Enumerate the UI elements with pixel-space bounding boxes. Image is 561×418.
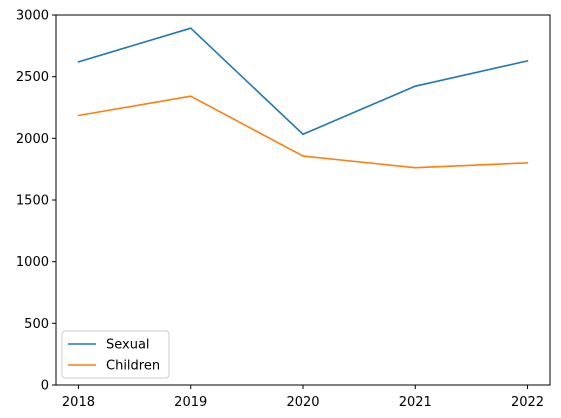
legend-label-children: Children xyxy=(106,359,160,374)
data-point-sexual-2 xyxy=(302,133,304,136)
x-tick-label-2: 2020 xyxy=(286,395,319,410)
data-point-sexual-3 xyxy=(414,85,417,87)
y-tick-label-2: 1000 xyxy=(16,255,49,270)
legend: Sexual Children xyxy=(61,330,170,379)
x-tick-label-0: 2018 xyxy=(62,395,95,410)
y-tick-label-1: 500 xyxy=(24,317,49,332)
data-point-sexual-4 xyxy=(526,60,529,62)
data-point-children-3 xyxy=(414,166,417,169)
x-tick-label-1: 2019 xyxy=(174,395,207,410)
y-axis: 0 500 1000 1500 2000 2500 3000 xyxy=(16,9,56,394)
series-layer xyxy=(77,27,529,169)
x-axis: 2018 2019 2020 2021 2022 xyxy=(62,385,544,410)
y-tick-label-4: 2000 xyxy=(16,132,49,147)
data-point-children-4 xyxy=(526,162,529,164)
x-tick-label-3: 2021 xyxy=(399,395,432,410)
y-tick-label-3: 1500 xyxy=(16,194,49,209)
legend-label-sexual: Sexual xyxy=(106,338,150,353)
data-point-sexual-1 xyxy=(189,27,192,29)
data-point-sexual-0 xyxy=(77,61,80,63)
data-point-children-0 xyxy=(77,114,80,117)
data-point-children-2 xyxy=(302,155,304,157)
plot-area xyxy=(56,15,550,385)
data-point-children-1 xyxy=(189,95,192,97)
y-tick-label-6: 3000 xyxy=(16,9,49,24)
x-tick-label-4: 2022 xyxy=(511,395,544,410)
y-tick-label-0: 0 xyxy=(41,379,49,394)
legend-box xyxy=(61,330,170,379)
y-tick-label-5: 2500 xyxy=(16,70,49,85)
